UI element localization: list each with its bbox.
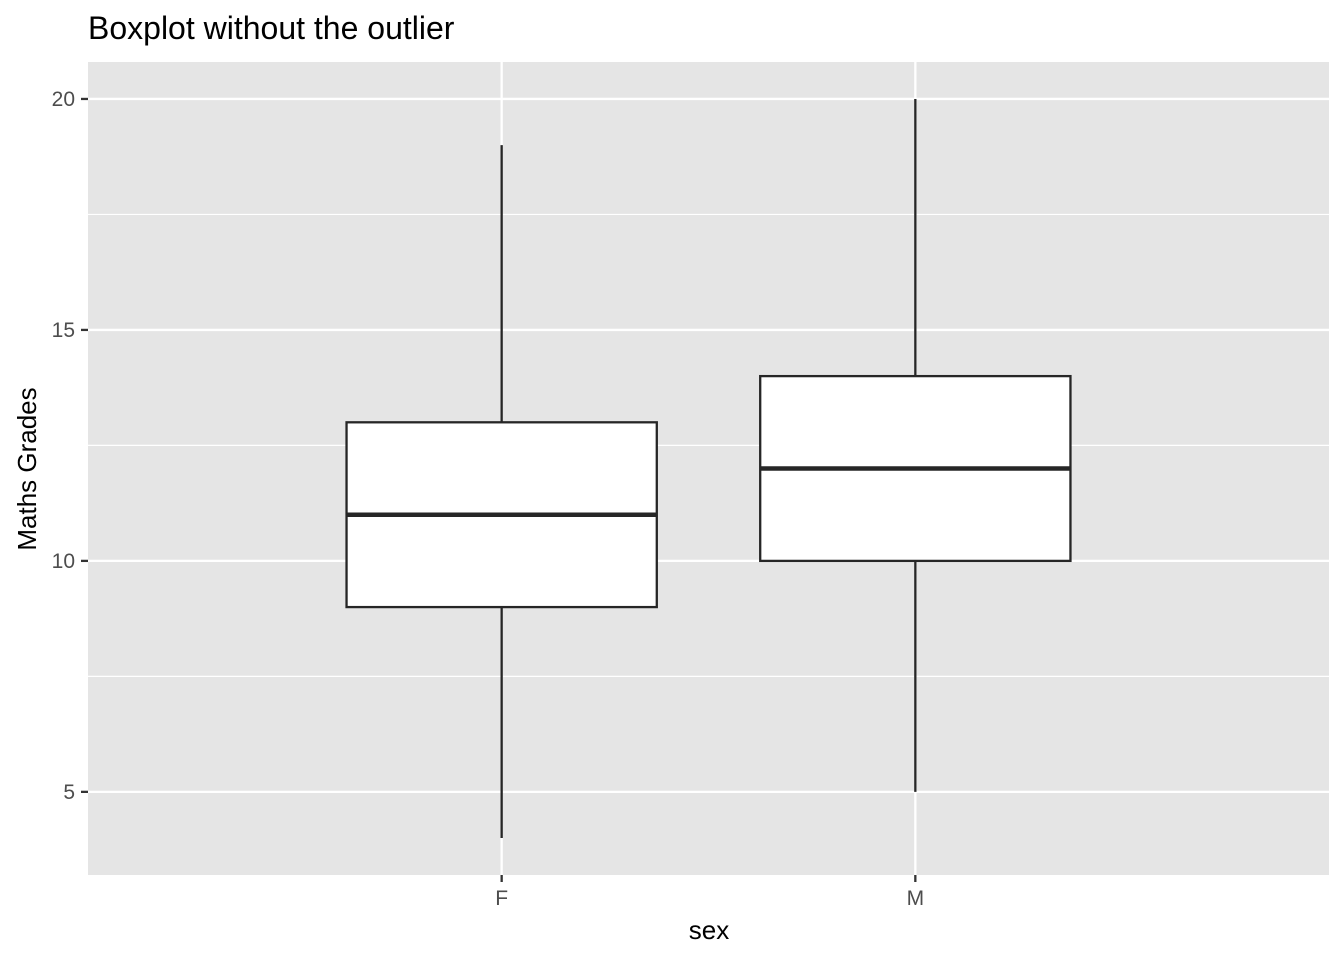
- x-axis-title: sex: [689, 915, 729, 945]
- y-axis: 5 10 15 20: [52, 88, 88, 804]
- boxes: [345, 98, 1072, 839]
- x-tick-label: F: [495, 887, 508, 910]
- box-M: [759, 98, 1072, 792]
- x-tick-label: M: [907, 887, 925, 910]
- y-tick-label: 20: [52, 88, 75, 111]
- y-axis-title: Maths Grades: [12, 387, 42, 550]
- plot-panel: [88, 62, 1329, 875]
- chart-title: Boxplot without the outlier: [88, 10, 455, 46]
- y-tick-label: 5: [63, 781, 75, 804]
- minor-gridlines: [88, 213, 1329, 677]
- box-F: [345, 145, 658, 839]
- y-tick-label: 15: [52, 319, 75, 342]
- y-tick-label: 10: [52, 550, 75, 573]
